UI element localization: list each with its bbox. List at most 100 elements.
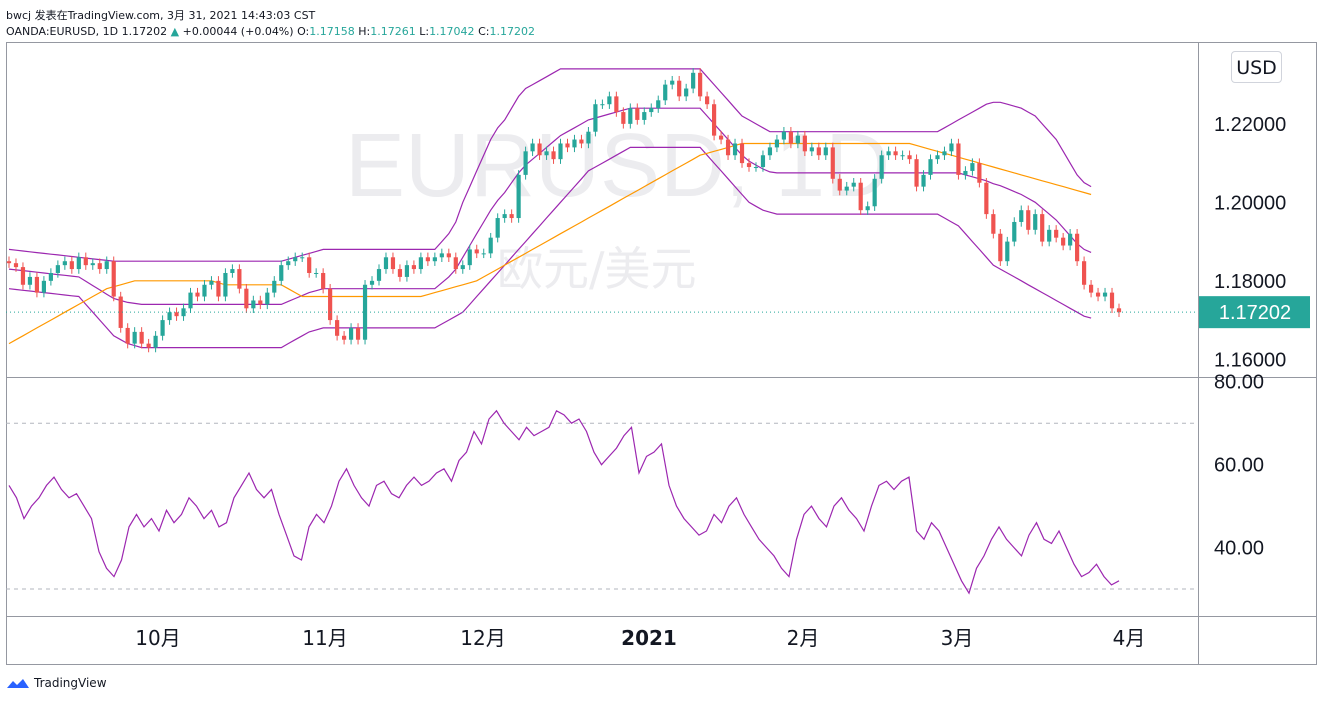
rsi-pane[interactable]: 40.00 60.00 80.00 [6, 372, 1317, 617]
candle [691, 68, 696, 94]
close-label: C: [478, 25, 490, 38]
candle [467, 244, 472, 270]
candle-body [579, 139, 584, 144]
candle [481, 248, 486, 259]
candle-body [362, 284, 368, 340]
candle-body [530, 143, 535, 152]
candle-body [809, 147, 814, 152]
change-value: +0.00044 (+0.04%) [182, 25, 294, 38]
candle [1026, 205, 1031, 235]
candle-body [314, 272, 319, 274]
candle-body [404, 265, 410, 277]
footer-brand: TradingView [34, 676, 107, 690]
candle [572, 134, 577, 153]
candle-body [628, 108, 633, 124]
bollinger-lower [8, 146, 1092, 349]
candle [977, 158, 982, 188]
candle-body [753, 167, 759, 169]
candle-body [956, 143, 961, 175]
candle-body [1061, 237, 1066, 246]
candle [837, 174, 842, 196]
candle-body [732, 143, 738, 156]
candle [970, 158, 975, 176]
candle [509, 209, 514, 223]
candles [6, 68, 1122, 353]
candle [935, 150, 940, 164]
candle-body [1054, 229, 1059, 238]
candle-body [369, 280, 375, 285]
candle [942, 146, 947, 160]
candle-body [125, 327, 130, 344]
candle [335, 315, 340, 341]
watermark-name: 欧元/美元 [497, 242, 697, 296]
candle-body [223, 272, 228, 297]
rsi-pane-border [6, 377, 1317, 617]
candle-body [705, 96, 710, 105]
candle [635, 103, 640, 125]
candle [879, 150, 884, 184]
candle [530, 138, 535, 157]
currency-button[interactable]: USD [1231, 51, 1282, 83]
candle [998, 229, 1003, 266]
rsi-tick-label: 80.00 [1214, 372, 1264, 394]
time-tick-label: 12月 [460, 626, 505, 650]
candle-body [886, 151, 891, 156]
candle-body [1095, 292, 1101, 297]
candle [732, 138, 738, 160]
candle-body [537, 143, 542, 156]
candle [1088, 280, 1094, 298]
candle-body [34, 276, 40, 293]
candle-body [481, 253, 486, 255]
candle [537, 138, 542, 160]
candle-body [858, 182, 863, 211]
candle-body [718, 135, 724, 140]
candle-body [195, 292, 200, 297]
candle [209, 276, 214, 290]
symbol-ohlc-bar: OANDA:EURUSD, 1D 1.17202 ▲ +0.00044 (+0.… [6, 25, 535, 38]
candle [1019, 205, 1024, 227]
candle [6, 256, 12, 268]
candle [83, 252, 88, 270]
candle-body [1040, 214, 1045, 242]
candle-body [216, 280, 221, 297]
candle [139, 327, 144, 349]
candle-body [383, 257, 389, 270]
time-tick-label: 10月 [135, 626, 180, 650]
candle [55, 260, 60, 278]
candle-body [725, 139, 731, 156]
candle [125, 323, 130, 349]
candle [174, 307, 179, 321]
candle-body [69, 261, 74, 270]
candle-body [41, 280, 46, 293]
candle-body [851, 182, 856, 187]
moving-average [8, 142, 1092, 345]
candle [760, 150, 766, 172]
candle [488, 232, 493, 259]
candle [1109, 287, 1115, 314]
candle [949, 138, 954, 157]
candle-body [663, 84, 668, 101]
candle [1095, 287, 1101, 302]
candle [698, 68, 703, 102]
candle-body [872, 178, 877, 207]
candle-body [167, 312, 172, 321]
candle [146, 338, 151, 353]
price-pane[interactable]: EURUSD, 1D 欧元/美元 1.160001.180001.200001.… [6, 42, 1317, 378]
candle-body [893, 151, 898, 156]
price-tick-label: 1.20000 [1214, 192, 1286, 214]
candle-body [83, 257, 88, 266]
candle-body [1012, 221, 1017, 242]
candle [293, 252, 298, 266]
candle-body [342, 335, 347, 340]
candle [474, 244, 479, 259]
candle-body [439, 253, 444, 258]
candle [1005, 236, 1010, 266]
time-axis-labels[interactable]: 10月 11月 12月 2021 2月 3月 4月 [135, 626, 1145, 650]
candle [746, 158, 752, 172]
candle [628, 103, 633, 129]
candle-body [984, 182, 989, 215]
candle-body [20, 267, 26, 285]
candle [460, 260, 465, 274]
time-axis-border [6, 616, 1317, 665]
